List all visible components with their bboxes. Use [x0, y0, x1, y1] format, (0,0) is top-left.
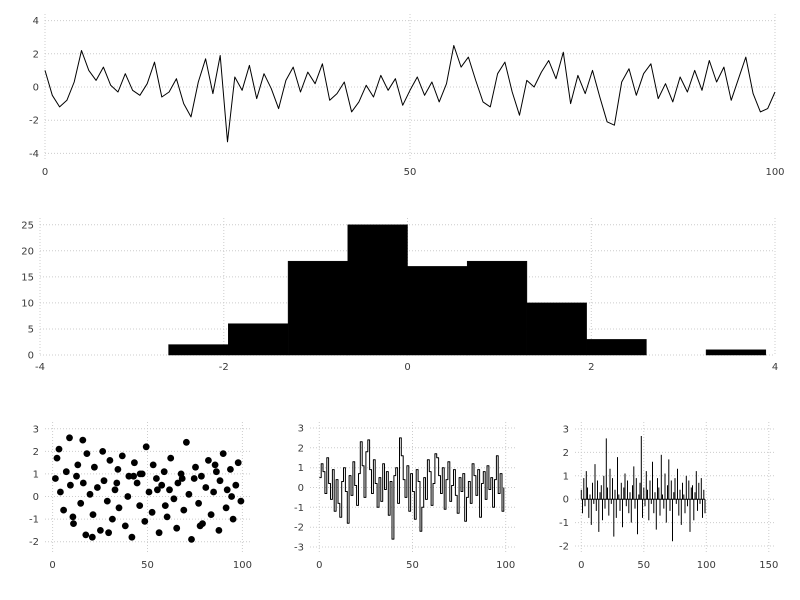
y-tick-label: 0: [563, 495, 569, 506]
y-tick-label: 2: [33, 49, 39, 60]
tick-labels: 0 50 100 -3 -2 -1 0 1 2 3: [294, 424, 515, 572]
x-tick-label: 2: [588, 362, 594, 373]
y-tick-label: 1: [33, 469, 39, 480]
x-tick-label: 50: [141, 560, 154, 571]
scatter-plot: 0 50 100 -2 -1 0 1 2 3: [29, 422, 252, 571]
tick-labels: 0 50 100 -2 -1 0 1 2 3: [29, 424, 252, 571]
x-tick-label: 100: [697, 560, 716, 571]
y-tick-label: -4: [29, 149, 39, 160]
y-tick-label: -2: [294, 523, 304, 534]
y-tick-label: 3: [298, 424, 304, 435]
gridlines: [575, 422, 775, 553]
x-tick-label: 100: [765, 167, 784, 178]
y-tick-label: -1: [559, 518, 569, 529]
histogram-plot: -4 -2 0 2 4 0 5 10 15 20 25: [21, 218, 778, 373]
y-tick-label: -2: [559, 542, 569, 553]
x-tick-label: 50: [637, 560, 650, 571]
x-tick-label: -4: [35, 362, 45, 373]
y-tick-label: 20: [21, 246, 34, 257]
y-tick-label: 2: [33, 447, 39, 458]
y-tick-label: -2: [29, 537, 39, 548]
stem-plot: 0 50 100 150 -2 -1 0 1 2 3: [559, 422, 778, 572]
y-tick-label: -3: [294, 543, 304, 554]
y-tick-label: 1: [563, 471, 569, 482]
step-plot: 0 50 100 -3 -2 -1 0 1 2 3: [294, 422, 515, 572]
x-tick-label: 100: [233, 560, 252, 571]
x-tick-label: 50: [406, 560, 419, 571]
y-tick-label: 3: [33, 424, 39, 435]
x-tick-label: 0: [316, 560, 322, 571]
y-tick-label: 0: [33, 492, 39, 503]
x-tick-label: 4: [772, 362, 778, 373]
gridlines: [44, 14, 776, 160]
y-tick-label: -1: [29, 515, 39, 526]
x-tick-label: 0: [404, 362, 410, 373]
y-tick-label: 15: [21, 272, 34, 283]
y-tick-label: 3: [563, 425, 569, 436]
y-tick-label: 2: [563, 448, 569, 459]
tick-labels: 0 50 100 -4 -2 0 2 4: [29, 16, 785, 178]
x-tick-label: -2: [219, 362, 229, 373]
y-tick-label: 25: [21, 220, 34, 231]
x-tick-label: 0: [578, 560, 584, 571]
y-tick-label: 0: [33, 83, 39, 94]
y-tick-label: 0: [298, 483, 304, 494]
y-tick-label: 5: [28, 325, 34, 336]
y-tick-label: 2: [298, 443, 304, 454]
series: [580, 436, 706, 542]
y-tick-label: 4: [33, 16, 39, 27]
series: [319, 437, 505, 540]
y-tick-label: -1: [294, 503, 304, 514]
tick-labels: 0 50 100 150 -2 -1 0 1 2 3: [559, 425, 778, 572]
line-plot: 0 50 100 -4 -2 0 2 4: [29, 14, 785, 178]
x-tick-label: 0: [42, 167, 48, 178]
y-tick-label: -2: [29, 116, 39, 127]
series: [44, 45, 776, 143]
x-tick-label: 100: [496, 560, 515, 571]
series: [52, 434, 245, 543]
y-tick-label: 1: [298, 463, 304, 474]
x-tick-label: 0: [49, 560, 55, 571]
series: [168, 224, 767, 356]
y-tick-label: 10: [21, 298, 34, 309]
x-tick-label: 50: [404, 167, 417, 178]
x-tick-label: 150: [759, 560, 778, 571]
y-tick-label: 0: [28, 351, 34, 362]
tick-labels: -4 -2 0 2 4 0 5 10 15 20 25: [21, 220, 778, 373]
